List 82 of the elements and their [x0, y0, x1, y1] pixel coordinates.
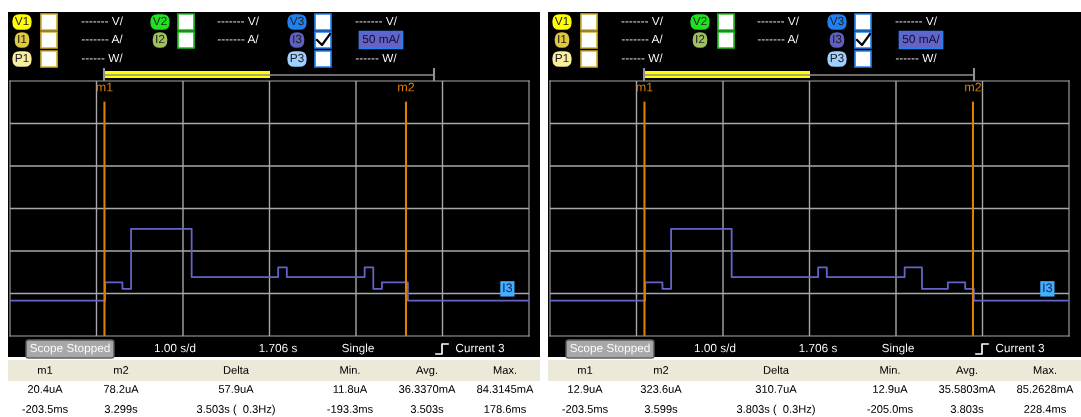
- text: 1.00 s/d: [154, 343, 196, 353]
- text: I1: [18, 34, 27, 44]
- text: V2: [692, 16, 707, 26]
- text: ------- A/: [217, 34, 259, 44]
- text: 3.503s: [410, 405, 444, 413]
- text: Min.: [340, 365, 360, 374]
- text: 12.9uA: [568, 385, 603, 393]
- text: P1: [555, 53, 569, 63]
- text: ------- A/: [757, 34, 799, 44]
- text: 323.6uA: [640, 385, 682, 393]
- text: V3: [829, 16, 844, 26]
- text: ------- A/: [81, 34, 123, 44]
- text: m1: [578, 366, 593, 374]
- text: V2: [152, 16, 167, 26]
- text: I2: [696, 34, 705, 44]
- text: 1.706 s: [799, 343, 837, 353]
- text: P3: [830, 53, 844, 63]
- text: 3.503s ( 0.3Hz): [196, 404, 275, 416]
- text: ------- V/: [217, 16, 259, 26]
- text: Max.: [493, 366, 517, 374]
- text: 35.5803mA: [939, 385, 996, 393]
- text: 84.3145mA: [477, 385, 534, 393]
- text: ------ W/: [355, 53, 397, 63]
- text: 228.4ms: [1024, 405, 1066, 413]
- text: Single: [882, 343, 914, 355]
- text: V3: [289, 16, 304, 26]
- text: Scope Stopped: [30, 343, 110, 355]
- text: I2: [156, 34, 165, 44]
- text: Current 3: [456, 343, 505, 353]
- text: 3.599s: [644, 405, 678, 413]
- text: Delta: [223, 365, 249, 374]
- text: V1: [554, 16, 569, 26]
- text: m1: [38, 366, 53, 374]
- text: P3: [290, 53, 304, 63]
- text: Single: [342, 343, 374, 355]
- text: 1.706 s: [259, 343, 297, 353]
- text: ------- V/: [757, 16, 799, 26]
- text: ------- V/: [81, 16, 123, 26]
- text: 50 mA/: [362, 34, 400, 44]
- text: Min.: [880, 365, 900, 374]
- text: Avg.: [956, 366, 978, 377]
- text: I3: [293, 34, 302, 44]
- text: Max.: [1033, 366, 1057, 374]
- text: 178.6ms: [484, 405, 526, 413]
- text: -193.3ms: [327, 405, 373, 413]
- series-label: I3: [1043, 283, 1053, 293]
- text: 3.299s: [104, 405, 138, 413]
- text: 3.803s ( 0.3Hz): [736, 404, 815, 416]
- text: 11.8uA: [333, 385, 368, 393]
- text: 85.2628mA: [1017, 385, 1074, 393]
- text: ------- V/: [621, 16, 663, 26]
- text: I3: [833, 34, 842, 44]
- text: Current 3: [996, 343, 1045, 353]
- text: 50 mA/: [902, 34, 940, 44]
- text: m2: [398, 82, 415, 92]
- series-label: I3: [503, 283, 513, 293]
- text: 12.9uA: [873, 385, 908, 393]
- text: m2: [654, 366, 669, 374]
- text: Delta: [763, 365, 789, 374]
- text: 310.7uA: [755, 385, 797, 393]
- text: ------ W/: [895, 53, 937, 63]
- text: ------- V/: [355, 16, 397, 26]
- text: 36.3370mA: [399, 385, 456, 393]
- text: m2: [114, 366, 129, 374]
- text: 78.2uA: [103, 385, 139, 393]
- text: ------- V/: [895, 16, 937, 26]
- text: Scope Stopped: [570, 343, 650, 355]
- text: ------ W/: [81, 53, 123, 63]
- text: 1.00 s/d: [694, 343, 736, 353]
- text: V1: [14, 16, 29, 26]
- text: m2: [965, 82, 982, 92]
- text: 57.9uA: [218, 385, 254, 393]
- text: P1: [15, 53, 29, 63]
- text: ------- A/: [621, 34, 663, 44]
- text: -203.5ms: [22, 405, 68, 413]
- text: Avg.: [416, 366, 438, 377]
- text: 20.4uA: [27, 385, 63, 393]
- text: I1: [558, 34, 567, 44]
- text: 3.803s: [950, 405, 984, 413]
- text: -203.5ms: [562, 405, 608, 413]
- text: -205.0ms: [867, 405, 913, 413]
- text: ------ W/: [621, 53, 663, 63]
